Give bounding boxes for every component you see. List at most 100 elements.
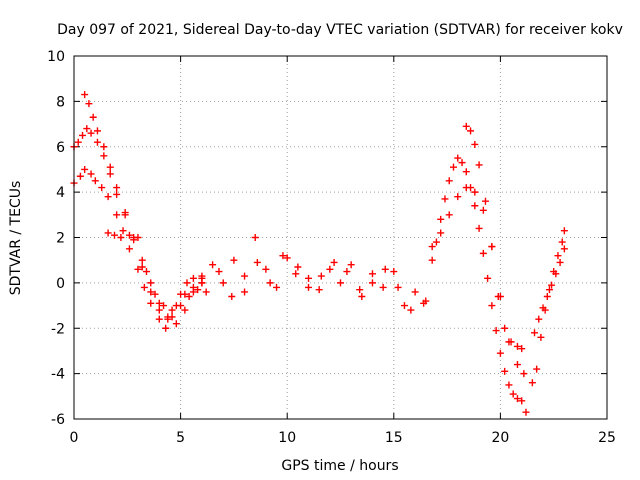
- data-point: [155, 315, 163, 323]
- data-point: [172, 320, 180, 328]
- data-point: [441, 195, 449, 203]
- data-point: [379, 283, 387, 291]
- data-point: [528, 379, 536, 387]
- data-point: [518, 345, 526, 353]
- data-point: [471, 188, 479, 196]
- y-tick-label: -6: [51, 412, 65, 428]
- data-point: [368, 279, 376, 287]
- data-point: [100, 152, 108, 160]
- data-point: [488, 243, 496, 251]
- data-point: [479, 249, 487, 257]
- data-point: [147, 288, 155, 296]
- data-point: [317, 272, 325, 280]
- data-point: [505, 381, 513, 389]
- data-point: [471, 202, 479, 210]
- data-point: [81, 91, 89, 99]
- data-point: [458, 159, 466, 167]
- data-point: [119, 227, 127, 235]
- data-point: [292, 270, 300, 278]
- data-point: [151, 290, 159, 298]
- data-point: [125, 231, 133, 239]
- data-point: [509, 390, 517, 398]
- x-tick-label: 10: [278, 430, 296, 446]
- data-point: [74, 138, 82, 146]
- data-point: [168, 306, 176, 314]
- data-point: [230, 256, 238, 264]
- data-point: [545, 286, 553, 294]
- data-point: [294, 263, 302, 271]
- y-tick-label: 2: [56, 231, 65, 247]
- data-point: [394, 283, 402, 291]
- data-point: [76, 172, 84, 180]
- data-point: [449, 163, 457, 171]
- data-point: [241, 272, 249, 280]
- y-tick-label: -2: [51, 321, 65, 337]
- data-point: [106, 170, 114, 178]
- data-point: [513, 342, 521, 350]
- data-point: [83, 125, 91, 133]
- data-point: [134, 265, 142, 273]
- x-axis-label: GPS time / hours: [281, 458, 398, 474]
- data-point: [194, 286, 202, 294]
- x-tick-label: 15: [385, 430, 403, 446]
- data-point: [539, 304, 547, 312]
- series-track-g: [428, 154, 530, 416]
- data-point: [543, 292, 551, 300]
- data-point: [428, 256, 436, 264]
- x-tick-label: 5: [176, 430, 185, 446]
- data-point: [501, 324, 509, 332]
- data-point: [228, 292, 236, 300]
- data-point: [155, 306, 163, 314]
- series-track-h: [428, 184, 528, 378]
- series-track-j: [528, 227, 568, 387]
- data-point: [560, 245, 568, 253]
- data-point: [104, 193, 112, 201]
- data-point: [215, 268, 223, 276]
- data-point: [343, 268, 351, 276]
- data-point: [142, 268, 150, 276]
- data-point: [106, 163, 114, 171]
- data-point: [535, 315, 543, 323]
- series-track-i: [462, 122, 526, 353]
- y-tick-label: 4: [56, 185, 65, 201]
- data-point: [251, 234, 259, 241]
- data-point: [283, 254, 291, 262]
- data-point: [164, 313, 172, 321]
- data-point: [160, 302, 168, 310]
- data-point: [522, 408, 530, 416]
- x-tick-label: 0: [70, 430, 79, 446]
- data-point: [454, 193, 462, 201]
- data-point: [189, 283, 197, 291]
- data-point: [326, 265, 334, 273]
- data-point: [91, 177, 99, 185]
- data-point: [113, 211, 121, 219]
- data-point: [81, 165, 89, 173]
- data-point: [113, 184, 121, 192]
- data-point: [428, 243, 436, 251]
- data-point: [400, 302, 408, 310]
- data-point: [181, 306, 189, 314]
- data-point: [93, 127, 101, 135]
- data-point: [85, 100, 93, 108]
- data-point: [552, 270, 560, 278]
- data-point: [113, 190, 121, 198]
- data-point: [305, 283, 313, 291]
- data-point: [467, 127, 475, 135]
- y-tick-label: 10: [47, 49, 65, 65]
- data-point: [548, 281, 556, 289]
- data-point: [533, 365, 541, 373]
- data-point: [496, 349, 504, 357]
- data-point: [134, 234, 142, 241]
- data-point: [494, 292, 502, 300]
- data-point: [475, 224, 483, 232]
- series-track-f: [202, 252, 428, 314]
- points-layer: [70, 91, 568, 416]
- data-point: [98, 184, 106, 192]
- y-tick-label: 6: [56, 140, 65, 156]
- data-point: [189, 274, 197, 282]
- data-point: [111, 231, 119, 239]
- data-point: [507, 338, 515, 346]
- data-point: [140, 283, 148, 291]
- data-point: [462, 184, 470, 192]
